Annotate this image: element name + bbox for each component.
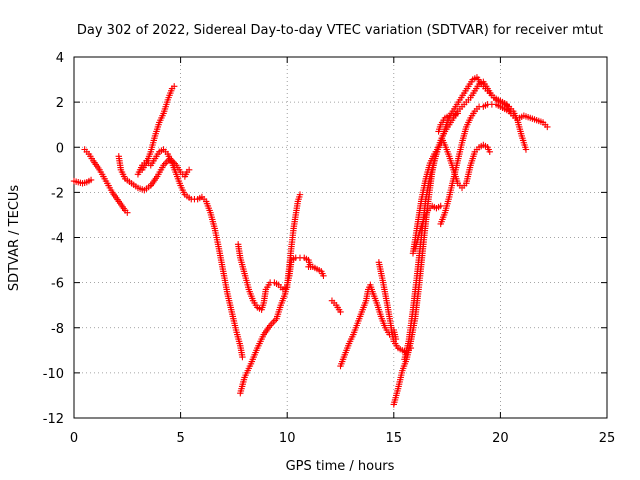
data-point-marker xyxy=(296,191,304,198)
y-tick-label: -10 xyxy=(43,367,64,382)
data-point-marker xyxy=(124,209,131,216)
data-point-marker xyxy=(185,166,193,174)
data-point-marker xyxy=(171,83,178,90)
data-arc-7 xyxy=(237,254,314,397)
data-point-marker xyxy=(454,110,461,117)
data-point-marker xyxy=(505,107,513,115)
x-tick-label: 0 xyxy=(70,431,78,446)
marker-layer xyxy=(70,74,551,408)
y-tick-label: -6 xyxy=(51,277,64,292)
y-tick-label: -2 xyxy=(51,186,64,201)
x-tick-label: 10 xyxy=(279,431,296,446)
data-point-marker xyxy=(544,123,551,131)
data-arc-2 xyxy=(81,146,131,216)
y-axis-label: SDTVAR / TECUs xyxy=(7,185,22,292)
data-point-marker xyxy=(522,146,530,153)
x-tick-label: 20 xyxy=(492,431,509,446)
y-tick-label: 0 xyxy=(56,141,64,156)
x-axis-label: GPS time / hours xyxy=(286,459,395,474)
data-arc-17 xyxy=(437,101,513,228)
data-arc-1 xyxy=(70,176,95,187)
tick-layer: 0 5 10 15 20 25 -12 -10 -8 -6 -4 -2 0 2 4 xyxy=(43,51,616,446)
data-arc-6 xyxy=(234,241,291,313)
data-point-marker xyxy=(87,176,95,184)
data-arc-11 xyxy=(337,281,400,370)
y-tick-label: -12 xyxy=(43,412,64,427)
x-tick-label: 25 xyxy=(599,431,616,446)
data-arc-18 xyxy=(435,110,461,135)
data-point-marker xyxy=(337,308,344,316)
data-point-marker xyxy=(486,148,493,155)
y-tick-label: -8 xyxy=(51,322,64,337)
data-point-marker xyxy=(320,272,327,280)
data-arc-5 xyxy=(139,83,178,174)
data-point-marker xyxy=(437,202,444,210)
x-tick-label: 5 xyxy=(176,431,184,446)
y-tick-label: 2 xyxy=(56,96,64,111)
chart-title: Day 302 of 2022, Sidereal Day-to-day VTE… xyxy=(77,23,603,38)
data-arc-8 xyxy=(284,191,304,289)
data-point-marker xyxy=(239,353,246,361)
y-tick-label: -4 xyxy=(51,232,64,247)
grid-layer xyxy=(74,57,607,418)
x-tick-label: 15 xyxy=(386,431,403,446)
y-tick-label: 4 xyxy=(56,51,64,66)
data-arc-9 xyxy=(305,263,327,280)
data-arc-10 xyxy=(328,297,344,316)
data-arc-16 xyxy=(411,202,444,252)
